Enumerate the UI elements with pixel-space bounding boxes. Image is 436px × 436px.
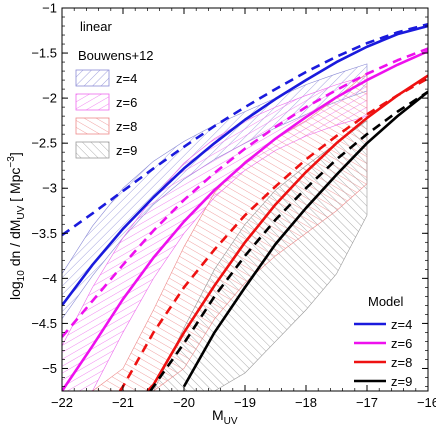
line-z6-dashed bbox=[62, 47, 428, 338]
hatch-legend-swatch bbox=[75, 69, 110, 87]
line-legend-label: z=4 bbox=[391, 317, 412, 332]
x-tick-label: −19 bbox=[234, 395, 256, 410]
model-lines bbox=[62, 22, 428, 391]
y-tick-label: −2 bbox=[42, 91, 57, 106]
line-z8-solid bbox=[146, 74, 428, 391]
line-z4-solid bbox=[62, 24, 428, 307]
y-axis-label-part: log bbox=[7, 281, 23, 300]
axes: −22 −21 −20 −19 −18 −17 −16 −1 −1.5 −2 −2.5 −3 −3.5 −… bbox=[6, 1, 436, 428]
legends: linear Bouwens+12 z=4 z=6 z=8 z=9 Model z=4 z=6 z… bbox=[75, 19, 412, 389]
y-tick-label: −4 bbox=[42, 271, 57, 286]
annotation-linear: linear bbox=[80, 19, 112, 34]
x-axis-label: MUV bbox=[212, 407, 238, 427]
hatch-legend-swatch bbox=[75, 93, 110, 111]
hatch-legend-label: z=6 bbox=[116, 95, 137, 110]
line-legend-title: Model bbox=[368, 294, 404, 309]
x-axis-label-sub: UV bbox=[224, 416, 238, 427]
band-z9 bbox=[153, 120, 368, 391]
y-axis-label-part: [ Mpc bbox=[7, 168, 23, 206]
y-tick-label: −2.5 bbox=[31, 136, 57, 151]
y-axis-label-part: dn / dM bbox=[7, 220, 23, 271]
line-legend-label: z=6 bbox=[391, 336, 412, 351]
hatch-legend-swatch bbox=[75, 117, 110, 135]
observation-bands bbox=[62, 63, 368, 391]
line-legend-label: z=9 bbox=[391, 374, 412, 389]
hatch-legend-label: z=8 bbox=[116, 119, 137, 134]
line-z9-solid bbox=[182, 90, 428, 388]
y-axis-label-part: ] bbox=[7, 152, 23, 156]
y-axis-label-part: UV bbox=[16, 205, 27, 219]
x-tick-label: −16 bbox=[417, 395, 436, 410]
x-tick-label: −21 bbox=[112, 395, 134, 410]
y-tick-label: −4.5 bbox=[31, 316, 57, 331]
x-tick-label: −22 bbox=[51, 395, 73, 410]
y-tick-label: −5 bbox=[42, 361, 57, 376]
y-tick-label: −1.5 bbox=[31, 46, 57, 61]
hatch-legend-swatch bbox=[75, 141, 110, 159]
hatch-legend-label: z=4 bbox=[116, 71, 137, 86]
x-tick-label: −17 bbox=[356, 395, 378, 410]
x-tick-label: −18 bbox=[295, 395, 317, 410]
line-z4-dashed bbox=[62, 22, 428, 237]
hatch-legend-title: Bouwens+12 bbox=[78, 48, 154, 63]
y-tick-label: −1 bbox=[42, 1, 57, 16]
x-tick-label: −20 bbox=[173, 395, 195, 410]
y-axis-label-part: −3 bbox=[6, 156, 17, 168]
line-legend-label: z=8 bbox=[391, 355, 412, 370]
line-z8-dashed bbox=[118, 77, 428, 391]
y-axis-label-part: 10 bbox=[16, 270, 27, 282]
line-z9-dashed bbox=[149, 90, 428, 391]
hatch-legend-label: z=9 bbox=[116, 143, 137, 158]
line-z6-solid bbox=[62, 50, 428, 391]
x-axis-label-main: M bbox=[212, 407, 224, 423]
y-tick-label: −3.5 bbox=[31, 226, 57, 241]
y-axis-label: log10 dn / dMUV [ Mpc−3] bbox=[6, 152, 27, 300]
y-tick-label: −3 bbox=[42, 181, 57, 196]
